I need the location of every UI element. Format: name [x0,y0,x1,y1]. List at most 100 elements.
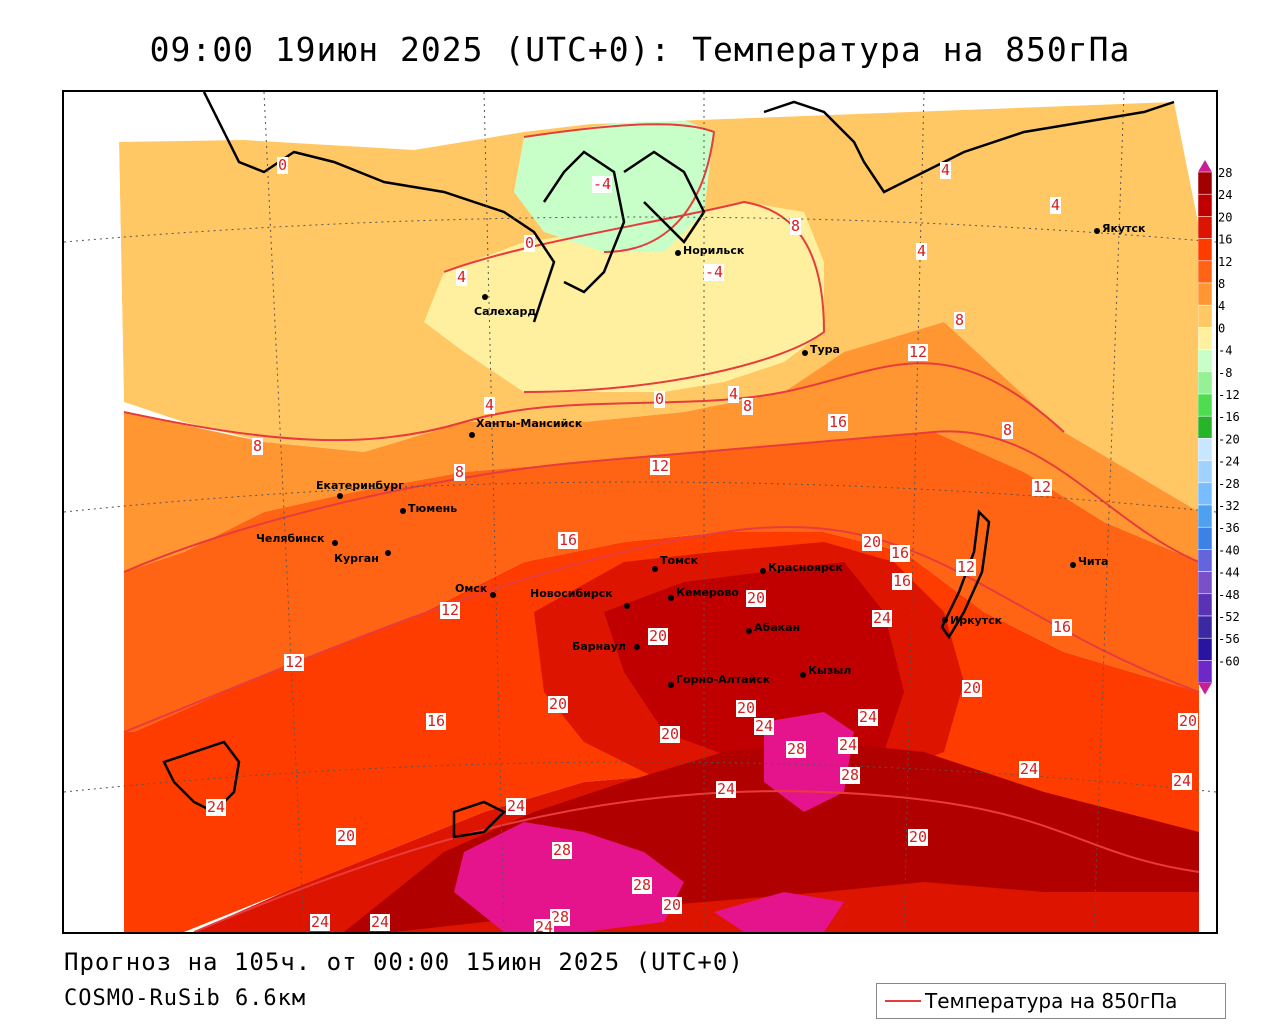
contour-label: 16 [890,544,911,562]
city-label: Барнаул [572,640,626,653]
scale-swatch [1198,327,1213,350]
scale-tick-label: -16 [1218,410,1240,424]
scale-swatch [1198,238,1213,262]
scale-swatch [1198,482,1213,506]
scale-tick-label: 8 [1218,277,1225,291]
contour-label: 24 [754,717,775,735]
scale-top-arrow [1198,160,1212,172]
contour-label: 12 [908,343,929,361]
city-dot [942,617,948,623]
contour-label: -4 [592,175,613,193]
scale-swatch [1198,615,1213,639]
scale-tick-label: -40 [1218,543,1240,557]
city-label: Салехард [474,305,537,318]
city-label: Норильск [683,244,745,257]
contour-label: 8 [252,437,264,455]
city-label: Чита [1078,555,1109,568]
scale-tick-label: -44 [1218,566,1240,580]
contour-label: 20 [908,828,929,846]
map-canvas [64,92,1216,932]
contour-label: 8 [954,311,966,329]
meridians [64,92,1216,932]
scale-tick-label: -56 [1218,632,1240,646]
scale-tick-label: 16 [1218,233,1232,247]
city-label: Горно-Алтайск [676,673,771,686]
contour-label: 24 [858,708,879,726]
contour-label: 28 [786,740,807,758]
city-dot [634,644,640,650]
contour-label: 16 [828,413,849,431]
contour-label: 28 [632,876,653,894]
city-label: Курган [334,552,379,565]
scale-swatch [1198,304,1213,328]
contour-label: 24 [1172,772,1193,790]
city-dot [490,592,496,598]
contour-label: 24 [716,780,737,798]
city-dot [668,595,674,601]
contour-label: 4 [728,385,740,403]
contour-label: 20 [662,896,683,914]
scale-swatch [1198,171,1213,195]
city-dot [400,508,406,514]
scale-swatch [1198,460,1213,484]
city-dot [624,603,630,609]
city-label: Якутск [1102,222,1146,235]
scale-swatch [1198,260,1213,284]
scale-swatch [1198,637,1213,661]
contour-label: 24 [838,736,859,754]
city-label: Иркутск [950,614,1003,627]
scale-swatch [1198,371,1213,395]
scale-swatch [1198,415,1213,439]
temperature-map[interactable]: Норильск Якутск Салехард Тура Ханты-Манс… [62,90,1218,934]
contour-label: 24 [370,913,391,931]
contour-label: 24 [872,609,893,627]
forecast-info: Прогноз на 105ч. от 00:00 15июн 2025 (UT… [64,948,744,976]
city-dot [482,294,488,300]
contour-label: 8 [790,217,802,235]
contour-label: 20 [746,589,767,607]
contour-label: 8 [742,397,754,415]
city-dot [1094,228,1100,234]
contour-label: 24 [506,797,527,815]
scale-swatch [1198,504,1213,528]
scale-tick-label: 20 [1218,210,1232,224]
zone-8-12 [124,322,1199,572]
contour-label: 28 [552,841,573,859]
city-label: Кызыл [808,664,852,677]
city-label: Красноярск [768,561,843,574]
scale-tick-label: -8 [1218,366,1232,380]
contour-label: -4 [704,263,725,281]
legend: Температура на 850гПа [876,983,1226,1019]
city-dot [1070,562,1076,568]
contour-label: 0 [277,156,289,174]
contour-label: 24 [534,918,555,934]
scale-swatch [1198,549,1213,572]
contour-label: 4 [1050,196,1062,214]
domain-mask-top [64,92,1216,142]
scale-tick-label: -60 [1218,654,1240,668]
scale-swatch [1198,438,1213,461]
contour-label: 4 [456,268,468,286]
contour-label: 20 [336,827,357,845]
scale-tick-label: -52 [1218,610,1240,624]
contour-label: 20 [660,725,681,743]
city-dot [652,566,658,572]
city-label: Екатеринбург [316,479,404,492]
contour-label: 16 [1052,618,1073,636]
scale-tick-label: 24 [1218,188,1232,202]
map-title: 09:00 19июн 2025 (UTC+0): Температура на… [149,30,1131,69]
contour-label: 28 [840,766,861,784]
contour-label: 12 [956,558,977,576]
scale-tick-label: -12 [1218,388,1240,402]
scale-swatch [1198,282,1213,306]
city-dot [385,550,391,556]
legend-line-swatch [885,1000,921,1002]
city-dot [800,672,806,678]
zone-28-plus-south2 [714,892,844,932]
city-dot [332,540,338,546]
contour-label: 4 [940,161,952,179]
scale-tick-label: -48 [1218,588,1240,602]
scale-swatch [1198,193,1213,217]
city-label: Ханты-Мансийск [476,417,583,430]
contour-label: 8 [454,463,466,481]
